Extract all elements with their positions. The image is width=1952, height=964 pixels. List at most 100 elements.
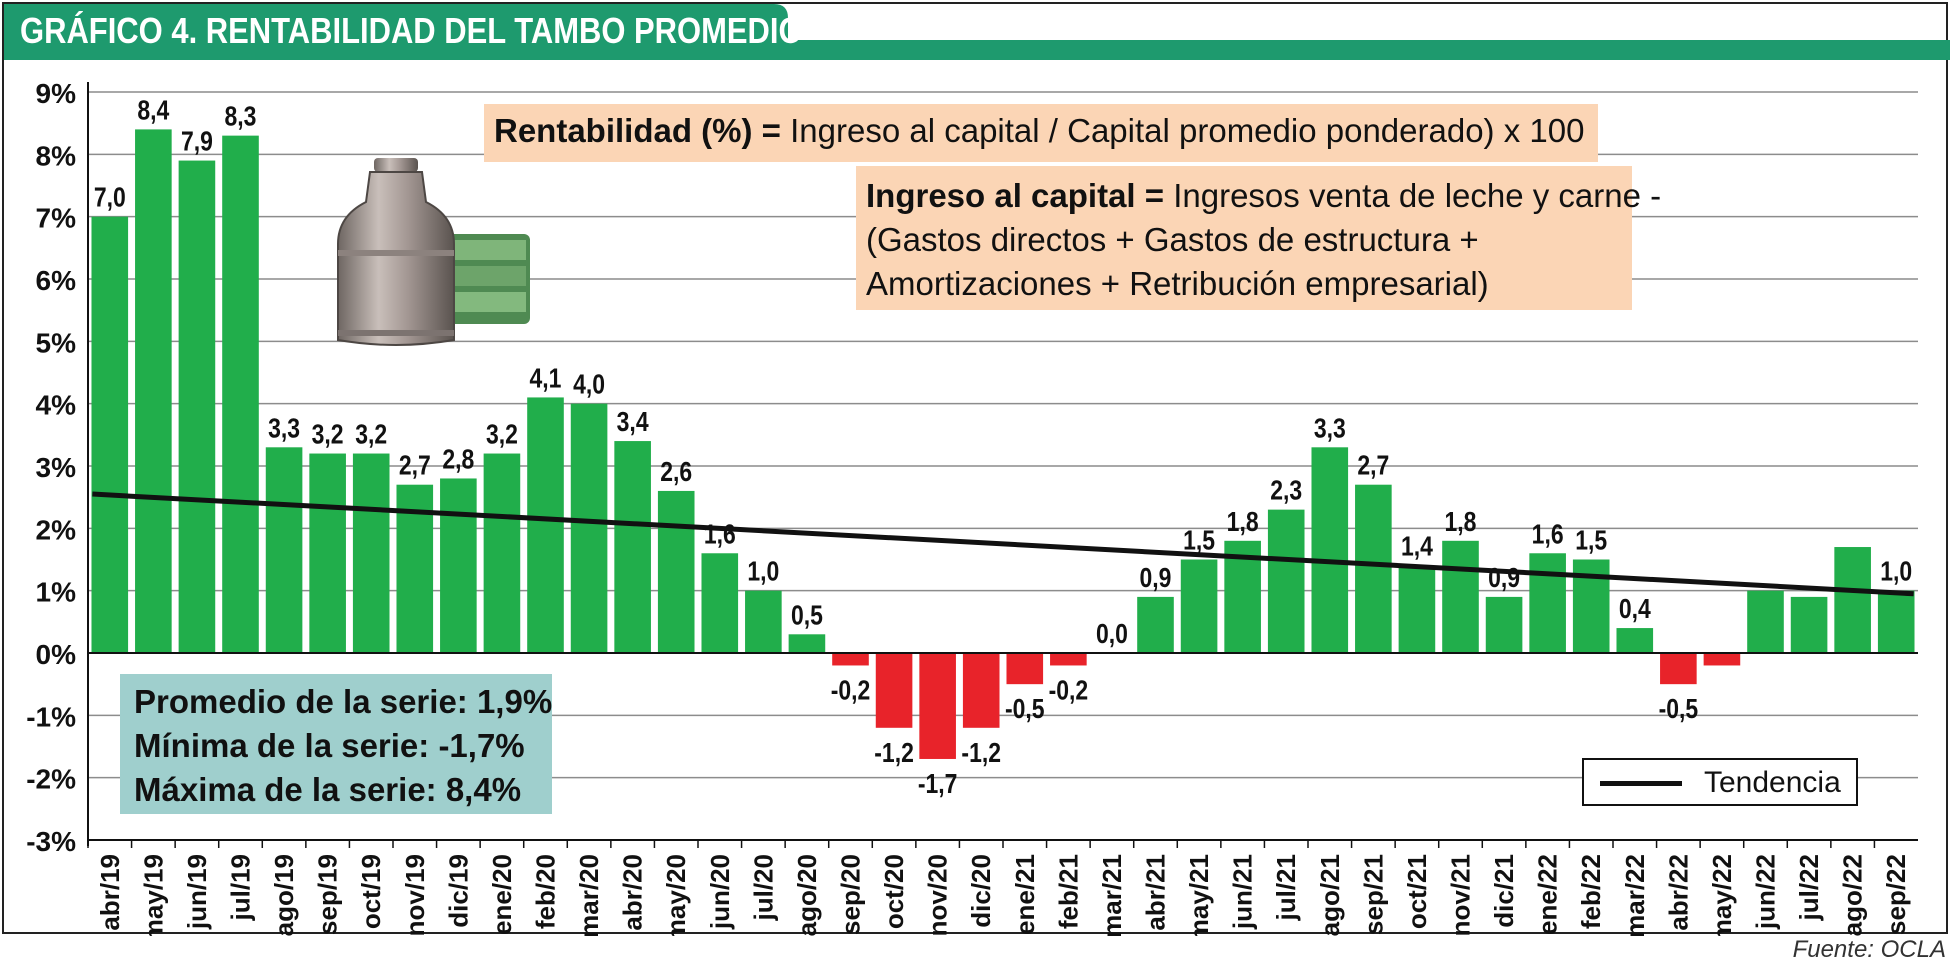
data-label: -0,5	[1005, 694, 1045, 725]
y-tick-label: -1%	[26, 701, 76, 732]
bar	[570, 403, 608, 653]
x-tick-label: abr/21	[1141, 854, 1171, 931]
x-tick-label: feb/22	[1576, 854, 1606, 929]
data-label: 8,4	[137, 95, 170, 126]
data-label: 0,9	[1140, 563, 1172, 594]
data-label: 2,7	[399, 451, 431, 482]
data-label: 7,9	[181, 127, 213, 158]
x-tick-label: jun/22	[1751, 854, 1781, 930]
milk-can-icon	[337, 158, 530, 346]
data-label: 3,4	[617, 407, 650, 438]
x-tick-label: jul/20	[748, 854, 778, 921]
data-label: 1,6	[704, 519, 736, 550]
x-tick-label: oct/19	[356, 854, 386, 929]
x-tick-label: nov/21	[1446, 854, 1476, 936]
series-stats-box: Promedio de la serie: 1,9% Mínima de la …	[120, 674, 552, 814]
y-tick-label: 1%	[36, 577, 77, 608]
bar	[91, 216, 129, 653]
stats-minimum: Mínima de la serie: -1,7%	[134, 727, 525, 764]
data-label: -0,2	[831, 675, 871, 706]
bar	[1006, 653, 1044, 685]
data-label: 7,0	[94, 183, 126, 214]
bar	[657, 490, 695, 653]
data-label: -1,2	[874, 738, 914, 769]
bar	[832, 653, 869, 666]
x-tick-label: ago/21	[1315, 854, 1345, 936]
title-bar-shape	[4, 4, 1950, 60]
x-tick-label: mar/21	[1097, 854, 1127, 936]
legend-label: Tendencia	[1704, 766, 1841, 799]
x-tick-label: ene/20	[487, 854, 517, 935]
x-tick-label: nov/19	[400, 854, 430, 936]
bar	[527, 397, 564, 653]
data-label: 1,0	[1880, 557, 1912, 588]
bar	[1442, 540, 1479, 653]
formula-box: Rentabilidad (%) = Ingreso al capital / …	[484, 104, 1598, 162]
bar	[440, 478, 477, 653]
bar	[1877, 590, 1915, 653]
data-label: 1,6	[1532, 519, 1564, 550]
x-tick-label: dic/21	[1489, 854, 1519, 928]
y-tick-label: 7%	[36, 203, 77, 234]
y-tick-label: 4%	[36, 390, 77, 421]
y-tick-label: 3%	[36, 452, 77, 483]
x-tick-label: dic/20	[966, 854, 996, 928]
y-tick-label: 2%	[36, 514, 77, 545]
data-label: 2,7	[1357, 451, 1389, 482]
y-tick-label: 9%	[36, 78, 77, 109]
bar	[1790, 596, 1828, 653]
data-label: 1,5	[1575, 525, 1607, 556]
data-label: 3,2	[312, 419, 344, 450]
data-label: 1,8	[1445, 507, 1477, 538]
bar	[1485, 596, 1523, 653]
bar	[1747, 590, 1784, 653]
x-tick-label: may/19	[138, 854, 168, 936]
stats-average: Promedio de la serie: 1,9%	[134, 683, 553, 720]
x-tick-label: sep/20	[836, 854, 866, 935]
bar	[919, 653, 956, 759]
y-tick-label: -3%	[26, 826, 76, 857]
x-tick-label: sep/22	[1881, 854, 1911, 935]
bar	[135, 129, 172, 653]
x-tick-label: jun/21	[1228, 854, 1258, 930]
bar	[1660, 653, 1697, 685]
bar	[178, 160, 216, 654]
y-tick-label: 6%	[36, 265, 77, 296]
legend-trend-line	[1600, 781, 1682, 786]
bar	[1529, 553, 1566, 653]
x-tick-label: jun/19	[182, 854, 212, 930]
data-label: 3,3	[1314, 413, 1346, 444]
source-note: Fuente: OCLA	[1792, 936, 1946, 963]
formula-rest: Ingreso al capital / Capital promedio po…	[780, 112, 1585, 149]
x-tick-label: oct/21	[1402, 854, 1432, 929]
data-label: 0,5	[791, 600, 823, 631]
x-tick-label: ene/22	[1533, 854, 1563, 935]
data-label: 0,4	[1619, 594, 1652, 625]
data-label: 4,0	[573, 370, 605, 401]
data-label: 2,8	[442, 444, 474, 475]
bar	[265, 447, 303, 653]
capital-line2: (Gastos directos + Gastos de estructura …	[866, 221, 1479, 258]
x-tick-label: may/20	[661, 854, 691, 936]
bar	[1137, 596, 1174, 653]
bar	[352, 453, 390, 653]
bar	[1398, 565, 1436, 653]
y-tick-label: 8%	[36, 140, 77, 171]
data-label: 0,0	[1096, 619, 1128, 650]
x-tick-label: mar/22	[1620, 854, 1650, 936]
x-tick-label: jul/19	[226, 854, 256, 921]
bar	[701, 553, 739, 653]
bar	[222, 135, 259, 654]
x-tick-label: jun/20	[705, 854, 735, 930]
bar	[745, 590, 782, 653]
data-label: 1,0	[747, 557, 779, 588]
data-label: -1,2	[961, 738, 1001, 769]
data-label: 3,2	[355, 419, 387, 450]
capital-line1: Ingresos venta de leche y carne -	[1164, 177, 1662, 214]
x-tick-label: feb/20	[531, 854, 561, 929]
data-label: 0,9	[1488, 563, 1520, 594]
bar	[614, 441, 651, 653]
y-tick-label: 5%	[36, 327, 77, 358]
data-label: 4,1	[530, 363, 562, 394]
bar	[1311, 447, 1349, 653]
